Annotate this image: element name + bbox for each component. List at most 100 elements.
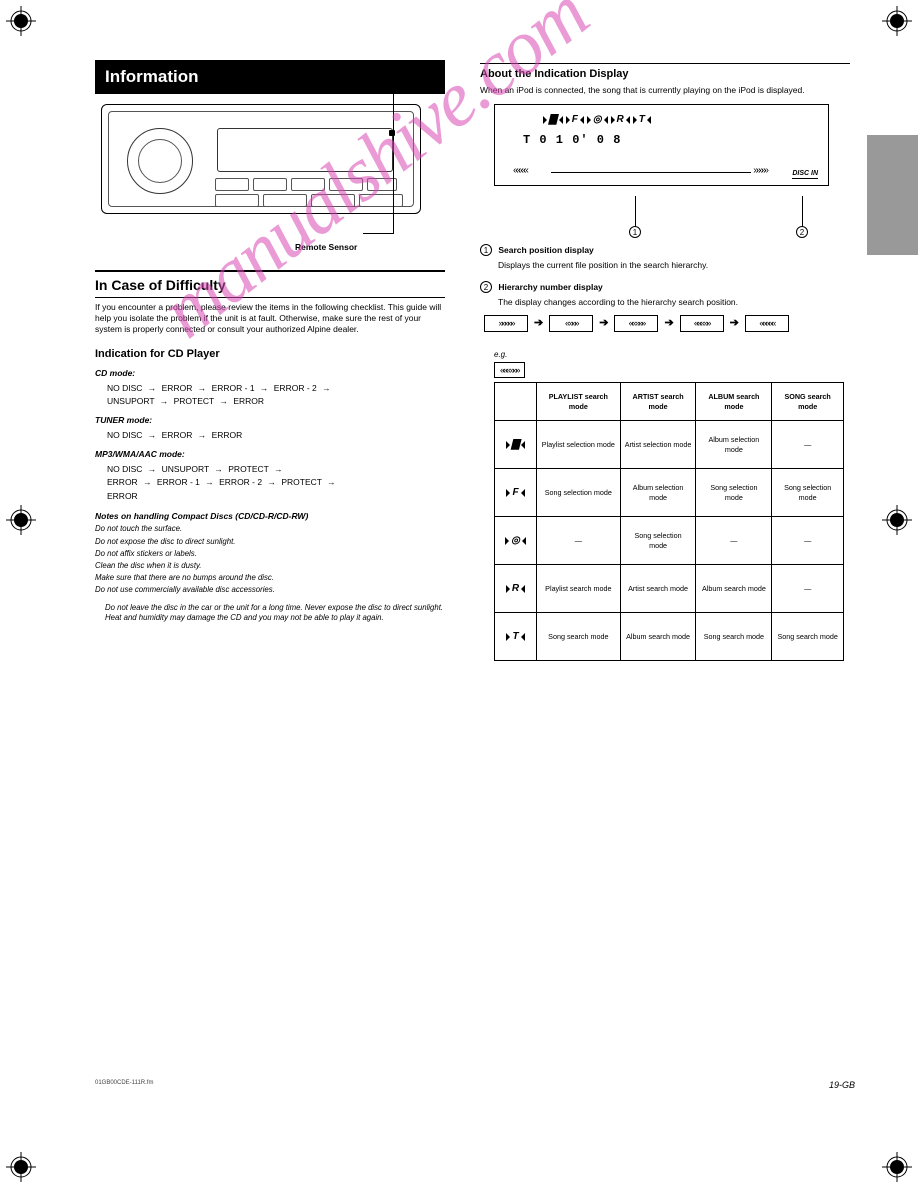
row-icon-f: F — [495, 469, 537, 517]
cell: Song selection mode — [772, 469, 844, 517]
cell: — — [772, 517, 844, 565]
lcd-display: ▇ F ◎ R T T 0 1 0' 0 8 ««««« »»»»» DISC … — [494, 104, 829, 186]
th-blank — [495, 383, 537, 421]
cell: Album selection mode — [696, 421, 772, 469]
footer-filename: 01GB00CDE-111R.fm — [95, 1080, 153, 1088]
divider — [480, 63, 850, 64]
cell: — — [772, 565, 844, 613]
callout-2-num: 2 — [480, 281, 492, 293]
callout-num-2: 2 — [796, 226, 808, 238]
table-row: T Song search mode Album search mode Son… — [495, 613, 844, 661]
callout-num-1: 1 — [629, 226, 641, 238]
about-display-body: When an iPod is connected, the song that… — [480, 85, 850, 96]
r-icon: R — [616, 113, 625, 126]
arrow-icon: ➔ — [664, 316, 673, 330]
reg-mark-br — [882, 1152, 912, 1182]
cell: Album search mode — [696, 565, 772, 613]
callout-1-title: Search position display — [498, 245, 593, 255]
mode-label-2: TUNER mode: — [95, 415, 445, 426]
scroll-box-2: « »»» — [549, 315, 593, 333]
cell: Song search mode — [772, 613, 844, 661]
lcd-main-text: T 0 1 0' 0 8 — [523, 133, 621, 149]
mode-label-1: CD mode: — [95, 368, 445, 379]
callout-1-block: 1 Search position display Displays the c… — [480, 244, 850, 271]
arrow-icon: ➔ — [599, 316, 608, 330]
scroll-box-3: «« »»» — [614, 315, 658, 333]
divider — [95, 270, 445, 272]
note-5: Make sure that there are no bumps around… — [95, 573, 445, 583]
cell: Album selection mode — [620, 469, 696, 517]
row-icon-folder: ▇ — [495, 421, 537, 469]
table-row: F Song selection mode Album selection mo… — [495, 469, 844, 517]
disc-in-label: DISC IN — [792, 169, 818, 179]
sidebar-tab — [867, 135, 918, 255]
table-row: ▇ Playlist selection mode Artist selecti… — [495, 421, 844, 469]
lcd-icon-strip: ▇ F ◎ R T — [543, 113, 651, 126]
note-3: Do not affix stickers or labels. — [95, 549, 445, 559]
reg-mark-tr — [882, 6, 912, 36]
footer-page-number: 19-GB — [829, 1080, 855, 1092]
sequence-3: NO DISC → UNSUPORT → PROTECT → ERROR → E… — [107, 463, 445, 504]
cell: Song search mode — [537, 613, 621, 661]
scroll-box-5: ««««« — [745, 315, 789, 333]
cell: Song selection mode — [696, 469, 772, 517]
search-mode-table: PLAYLIST search mode ARTIST search mode … — [494, 382, 844, 661]
table-row: R Playlist search mode Artist search mod… — [495, 565, 844, 613]
sequence-2: NO DISC → ERROR → ERROR — [107, 429, 445, 443]
callout-2-title: Hierarchy number display — [498, 282, 602, 292]
reg-mark-bl — [6, 1152, 36, 1182]
table-header-row: PLAYLIST search mode ARTIST search mode … — [495, 383, 844, 421]
row-icon-r: R — [495, 565, 537, 613]
table-row: ◎ — Song selection mode — — — [495, 517, 844, 565]
cell: Album search mode — [620, 613, 696, 661]
note-6: Do not use commercially available disc a… — [95, 585, 445, 595]
reg-mark-tl — [6, 6, 36, 36]
note-2: Do not expose the disc to direct sunligh… — [95, 537, 445, 547]
display-indication-title: Indication for CD Player — [95, 347, 445, 361]
difficulty-title: In Case of Difficulty — [95, 276, 445, 294]
callout-2-body: The display changes according to the hie… — [498, 297, 850, 308]
callout-line-2 — [802, 196, 803, 228]
note-extra: Do not leave the disc in the car or the … — [105, 603, 445, 623]
f-icon: F — [571, 113, 579, 126]
about-display-title: About the Indication Display — [480, 67, 850, 81]
difficulty-body: If you encounter a problem, please revie… — [95, 302, 445, 335]
sequence-1: NO DISC → ERROR → ERROR - 1 → ERROR - 2 … — [107, 382, 445, 409]
right-column: About the Indication Display When an iPo… — [480, 60, 850, 661]
t-icon: T — [638, 113, 646, 126]
folder-icon: ▇ — [548, 113, 558, 126]
disc-icon: ◎ — [592, 113, 603, 126]
notes-heading: Notes on handling Compact Discs (CD/CD-R… — [95, 511, 445, 522]
cell: Playlist search mode — [537, 565, 621, 613]
cell: Artist selection mode — [620, 421, 696, 469]
sensor-label: Remote Sensor — [295, 242, 357, 253]
arrow-icon: ➔ — [730, 316, 739, 330]
cell: Song selection mode — [620, 517, 696, 565]
callout-line-1 — [635, 196, 636, 228]
page: Information Remote Sensor In Case of Dif… — [95, 60, 855, 1080]
mode-label-3: MP3/WMA/AAC mode: — [95, 449, 445, 460]
th-artist: ARTIST search mode — [620, 383, 696, 421]
example-label: e.g. — [494, 350, 850, 360]
cell: Playlist selection mode — [537, 421, 621, 469]
callout-1-body: Displays the current file position in th… — [498, 260, 850, 271]
left-column: Information Remote Sensor In Case of Dif… — [95, 60, 445, 625]
callout-1-num: 1 — [480, 244, 492, 256]
scroll-box-1: »»»»» — [484, 315, 528, 333]
row-icon-disc: ◎ — [495, 517, 537, 565]
arrow-icon: ➔ — [534, 316, 543, 330]
th-album: ALBUM search mode — [696, 383, 772, 421]
reg-mark-ml — [6, 505, 36, 535]
lcd-scroll-left: ««««« — [513, 164, 526, 177]
reg-mark-mr — [882, 505, 912, 535]
note-4: Clean the disc when it is dusty. — [95, 561, 445, 571]
cell: Song search mode — [696, 613, 772, 661]
divider — [95, 297, 445, 298]
lcd-scroll-right: »»»»» — [753, 164, 766, 177]
cell: — — [772, 421, 844, 469]
faceplate-illustration — [101, 104, 421, 214]
th-playlist: PLAYLIST search mode — [537, 383, 621, 421]
row-icon-t: T — [495, 613, 537, 661]
note-1: Do not touch the surface. — [95, 524, 445, 534]
cell: — — [537, 517, 621, 565]
